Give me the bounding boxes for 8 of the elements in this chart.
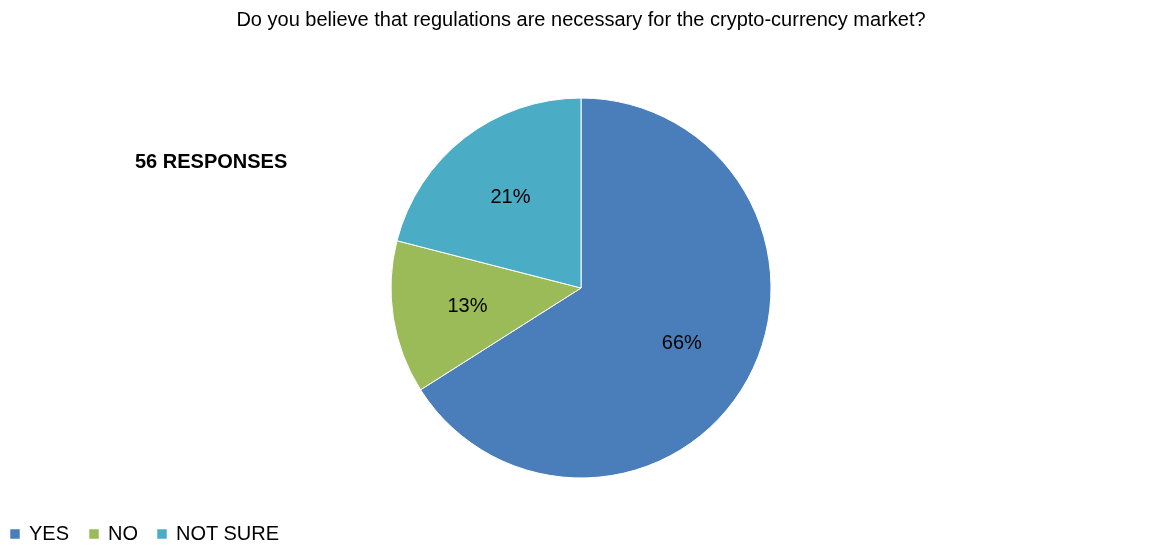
text: 56 RESPONSES: [135, 150, 288, 173]
data-label: 21%: [490, 185, 531, 208]
data-label: 66%: [661, 331, 703, 354]
chart-title: Do you believe that regulations are necessary for the crypto-currency market?: [236, 8, 926, 30]
legend-label: NOT SURE: [176, 522, 279, 544]
legend-label: YES: [29, 522, 70, 544]
legend-label: NO: [108, 522, 138, 544]
data-label: 13%: [447, 293, 488, 316]
